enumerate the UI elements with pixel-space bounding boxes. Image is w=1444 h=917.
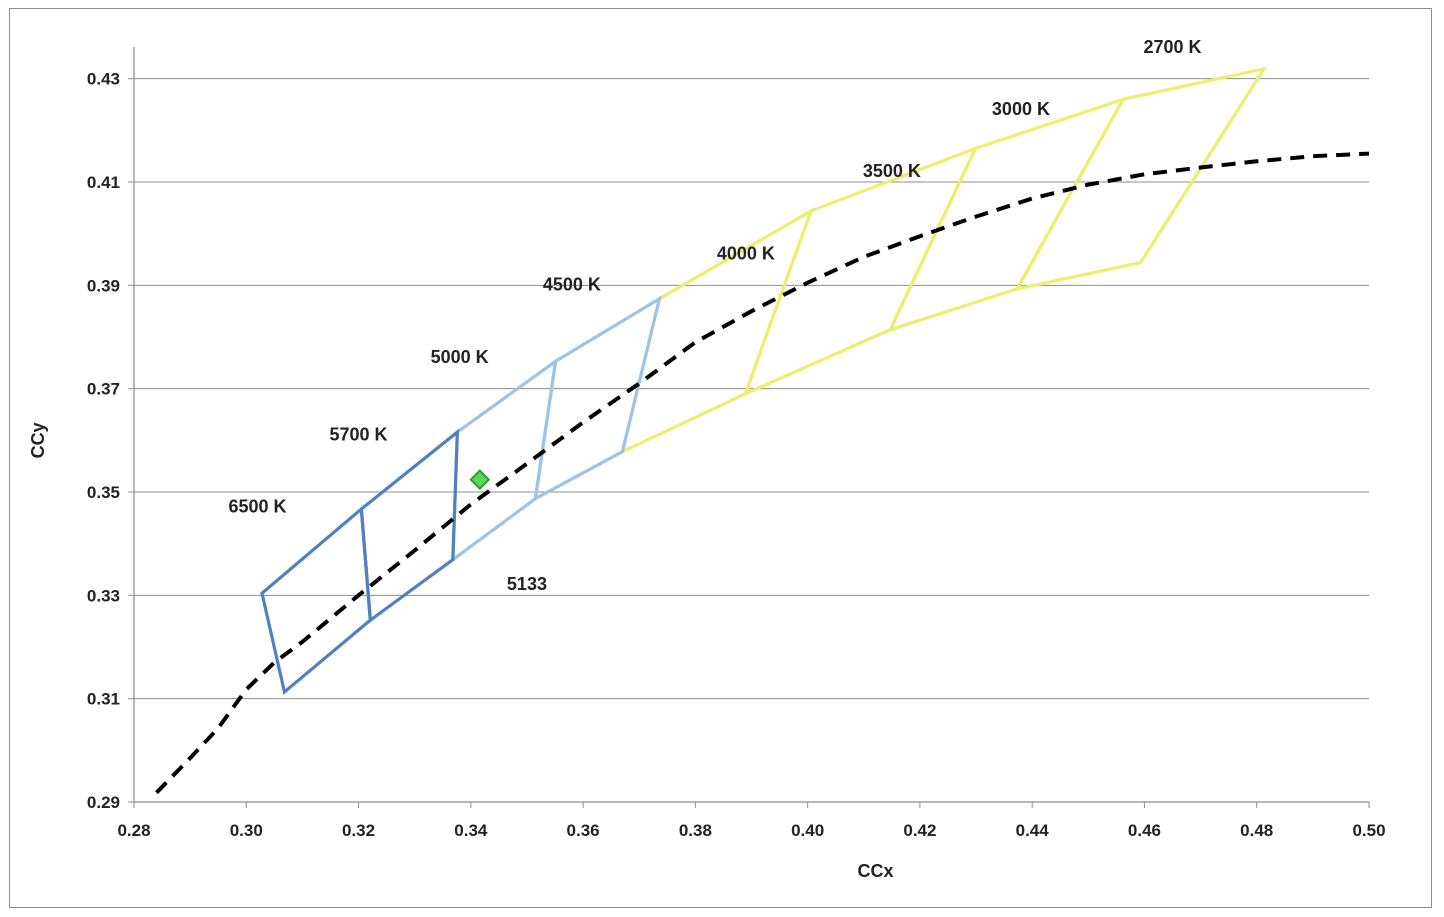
region-label: 2700 K [1143,37,1201,57]
y-tick-label: 0.43 [87,70,120,89]
y-tick-label: 0.35 [87,483,120,502]
x-tick-label: 0.44 [1016,821,1050,840]
y-axis-title: CCy [28,422,48,458]
x-tick-label: 0.32 [342,821,375,840]
measured-point-marker [469,469,491,491]
region-5700-k [359,428,460,624]
region-label: 4500 K [543,275,601,295]
y-tick-label: 0.33 [87,586,120,605]
y-tick-label: 0.29 [87,793,120,812]
region-4500-k [533,295,662,502]
y-tick-label: 0.41 [87,173,120,192]
region-label: 5700 K [330,424,388,444]
region-label: 3000 K [992,99,1050,119]
y-tick-label: 0.31 [87,690,120,709]
chart-frame: 0.28 0.30 0.32 0.34 0.36 0.38 0.40 0.42 0.44 0.46… [9,8,1432,908]
region-3500-k [742,145,979,397]
x-tick-label: 0.36 [567,821,600,840]
region-label: 6500 K [228,497,286,517]
x-tick-label: 0.48 [1240,821,1273,840]
region-3000-k [887,96,1127,333]
region-label: 4000 K [717,244,775,264]
x-axis-title: CCx [857,861,893,881]
region-label: 5000 K [431,347,489,367]
x-tick-label: 0.50 [1352,821,1385,840]
region-label: 3500 K [863,161,921,181]
x-tick-label: 0.38 [679,821,712,840]
region-label: 5133 [507,574,547,594]
region-2700-k [1013,66,1268,292]
x-tick-label: 0.42 [903,821,936,840]
x-tick-label: 0.34 [454,821,488,840]
x-tick-label: 0.30 [230,821,263,840]
y-tick-label: 0.39 [87,276,120,295]
y-tick-label: 0.37 [87,380,120,399]
x-tick-label: 0.28 [117,821,150,840]
x-tick-label: 0.46 [1128,821,1161,840]
chromaticity-chart: 0.28 0.30 0.32 0.34 0.36 0.38 0.40 0.42 0.44 0.46… [28,37,1386,881]
x-tick-label: 0.40 [791,821,824,840]
